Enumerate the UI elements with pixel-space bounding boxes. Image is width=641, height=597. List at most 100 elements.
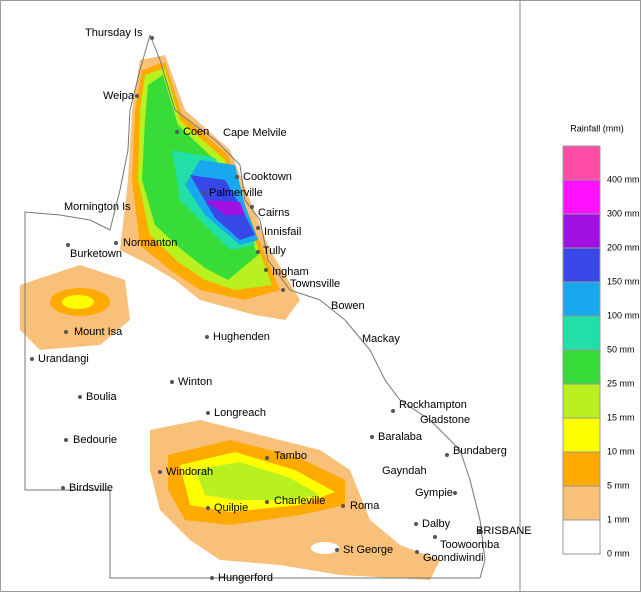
place-label: Quilpie — [214, 502, 248, 514]
town-dot — [453, 491, 457, 495]
town-dot — [150, 36, 154, 40]
town-dot — [415, 550, 419, 554]
place-label: Rockhampton — [399, 399, 467, 411]
place-label: Tambo — [274, 450, 307, 462]
place-label: Toowoomba — [440, 539, 500, 551]
town-dot — [265, 456, 269, 460]
place-label: St George — [343, 544, 393, 556]
place-label: Hungerford — [218, 572, 273, 584]
town-dot — [256, 226, 260, 230]
legend-swatch — [562, 247, 601, 283]
place-label: Boulia — [86, 391, 117, 403]
legend-title: Rainfall (mm) — [570, 123, 624, 133]
legend-swatch — [562, 417, 601, 453]
place-label: Cooktown — [243, 171, 292, 183]
place-label: Palmerville — [209, 187, 263, 199]
place-label: Weipa — [103, 90, 135, 102]
legend-swatch — [562, 383, 601, 419]
place-label: Townsville — [290, 278, 340, 290]
place-label: Cape Melvile — [223, 127, 287, 139]
place-label: Winton — [178, 376, 212, 388]
legend-label: 100 mm — [607, 310, 640, 320]
town-dot — [206, 506, 210, 510]
legend-swatch — [562, 315, 601, 351]
place-label: Thursday Is — [85, 27, 143, 39]
legend-swatch — [562, 349, 601, 385]
place-label: Baralaba — [378, 431, 423, 443]
legend-label: 400 mm — [607, 174, 640, 184]
place-label: Innisfail — [264, 226, 301, 238]
place-label: Bundaberg — [453, 445, 507, 457]
place-label: Bowen — [331, 300, 365, 312]
legend-swatch — [562, 519, 601, 555]
town-dot — [210, 576, 214, 580]
place-label: Burketown — [70, 248, 122, 260]
legend-label: 10 mm — [607, 446, 635, 456]
place-label: Gayndah — [382, 465, 427, 477]
town-dot — [175, 130, 179, 134]
legend-label: 150 mm — [607, 276, 640, 286]
place-label: Longreach — [214, 407, 266, 419]
place-label: Gympie — [415, 487, 453, 499]
place-label: Charleville — [274, 495, 325, 507]
place-label: Normanton — [123, 237, 177, 249]
town-dot — [114, 241, 118, 245]
town-dot — [235, 175, 239, 179]
town-dot — [64, 330, 68, 334]
coastline — [149, 34, 486, 579]
town-dot — [135, 94, 139, 98]
town-dot — [206, 411, 210, 415]
town-dot — [335, 548, 339, 552]
town-dot — [66, 243, 70, 247]
town-dot — [250, 205, 254, 209]
town-dot — [78, 395, 82, 399]
places: Thursday Is Weipa Coen Cape Melvile Cooktown… — [30, 27, 532, 584]
legend-label: 1 mm — [607, 514, 630, 524]
town-dot — [170, 380, 174, 384]
town-dot — [158, 470, 162, 474]
rain-shading — [20, 55, 440, 580]
place-label: Mount Isa — [74, 326, 123, 338]
place-label: Dalby — [422, 518, 451, 530]
town-dot — [61, 486, 65, 490]
place-label: Mackay — [362, 333, 400, 345]
legend-label: 25 mm — [607, 378, 635, 388]
town-dot — [391, 409, 395, 413]
place-label: Coen — [183, 126, 209, 138]
place-label: Ingham — [272, 266, 309, 278]
place-label: Urandangi — [38, 353, 89, 365]
legend-label: 200 mm — [607, 242, 640, 252]
legend-label: 300 mm — [607, 208, 640, 218]
legend-swatch — [562, 213, 601, 249]
legend-swatch — [562, 179, 601, 215]
town-dot — [265, 500, 269, 504]
town-dot — [341, 504, 345, 508]
town-dot — [256, 250, 260, 254]
place-label: Birdsville — [69, 482, 113, 494]
place-label: Cairns — [258, 207, 290, 219]
town-dot — [201, 191, 205, 195]
place-label: Gladstone — [420, 414, 470, 426]
place-label: Goondiwindi — [423, 552, 484, 564]
place-label: Tully — [263, 245, 286, 257]
town-dot — [264, 268, 268, 272]
place-label: Bedourie — [73, 434, 117, 446]
town-dot — [414, 522, 418, 526]
town-dot — [30, 357, 34, 361]
place-label: BRISBANE — [476, 525, 532, 537]
legend-swatch — [562, 451, 601, 487]
legend-swatch — [562, 485, 601, 521]
legend-label: 50 mm — [607, 344, 635, 354]
legend: Rainfall (mm) 400 mm 300 mm 200 mm 150 mm 10… — [562, 123, 640, 558]
state-border — [24, 34, 480, 579]
place-label: Windorah — [166, 466, 213, 478]
legend-label: 5 mm — [607, 480, 630, 490]
town-dot — [478, 529, 482, 533]
town-dot — [281, 288, 285, 292]
legend-label: 0 mm — [607, 548, 630, 558]
legend-label: 15 mm — [607, 412, 635, 422]
place-label: Mornington Is — [64, 201, 131, 213]
town-dot — [433, 535, 437, 539]
town-dot — [370, 435, 374, 439]
